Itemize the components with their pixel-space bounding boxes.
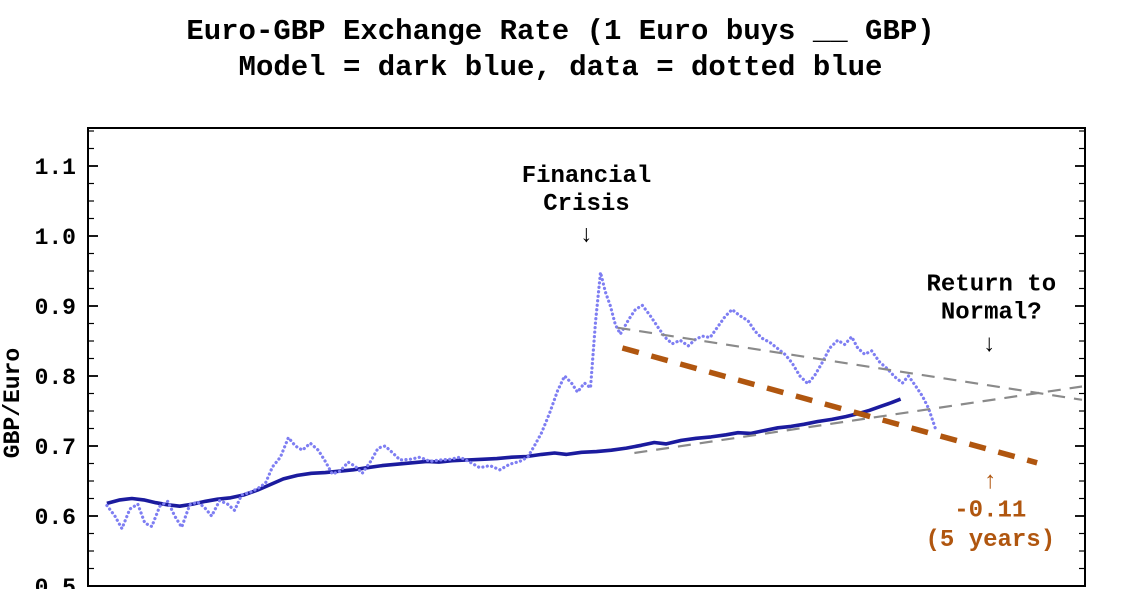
chart-title: Euro-GBP Exchange Rate (1 Euro buys __ G…: [186, 15, 935, 48]
annotation-0: Financial: [522, 163, 652, 190]
y-tick-label: 0.7: [35, 435, 76, 461]
y-tick-label: 1.1: [35, 155, 76, 181]
annotation-8: (5 years): [925, 527, 1055, 554]
annotation-1: Crisis: [543, 191, 629, 218]
annotation-7: -0.11: [954, 498, 1026, 525]
chart-subtitle: Model = dark blue, data = dotted blue: [238, 51, 883, 84]
y-tick-label: 0.5: [35, 575, 76, 589]
y-tick-label: 0.9: [35, 295, 76, 321]
plot-frame: [87, 127, 1086, 587]
y-tick-label: 1.0: [35, 225, 76, 251]
annotation-6: ↑: [983, 469, 997, 496]
annotation-5: ↓: [982, 332, 996, 359]
y-tick-label: 0.6: [35, 505, 76, 531]
series-data: [105, 270, 938, 531]
series-data-trend: [617, 326, 1083, 401]
y-tick-label: 0.8: [35, 365, 76, 391]
series-model: [106, 397, 902, 509]
series-projection: [621, 345, 1038, 466]
annotation-3: Return to: [926, 272, 1056, 299]
series-model-trend: [634, 385, 1083, 455]
annotation-2: ↓: [579, 223, 593, 250]
chart-title-block: Euro-GBP Exchange Rate (1 Euro buys __ G…: [0, 14, 1121, 86]
annotation-4: Normal?: [941, 300, 1042, 327]
